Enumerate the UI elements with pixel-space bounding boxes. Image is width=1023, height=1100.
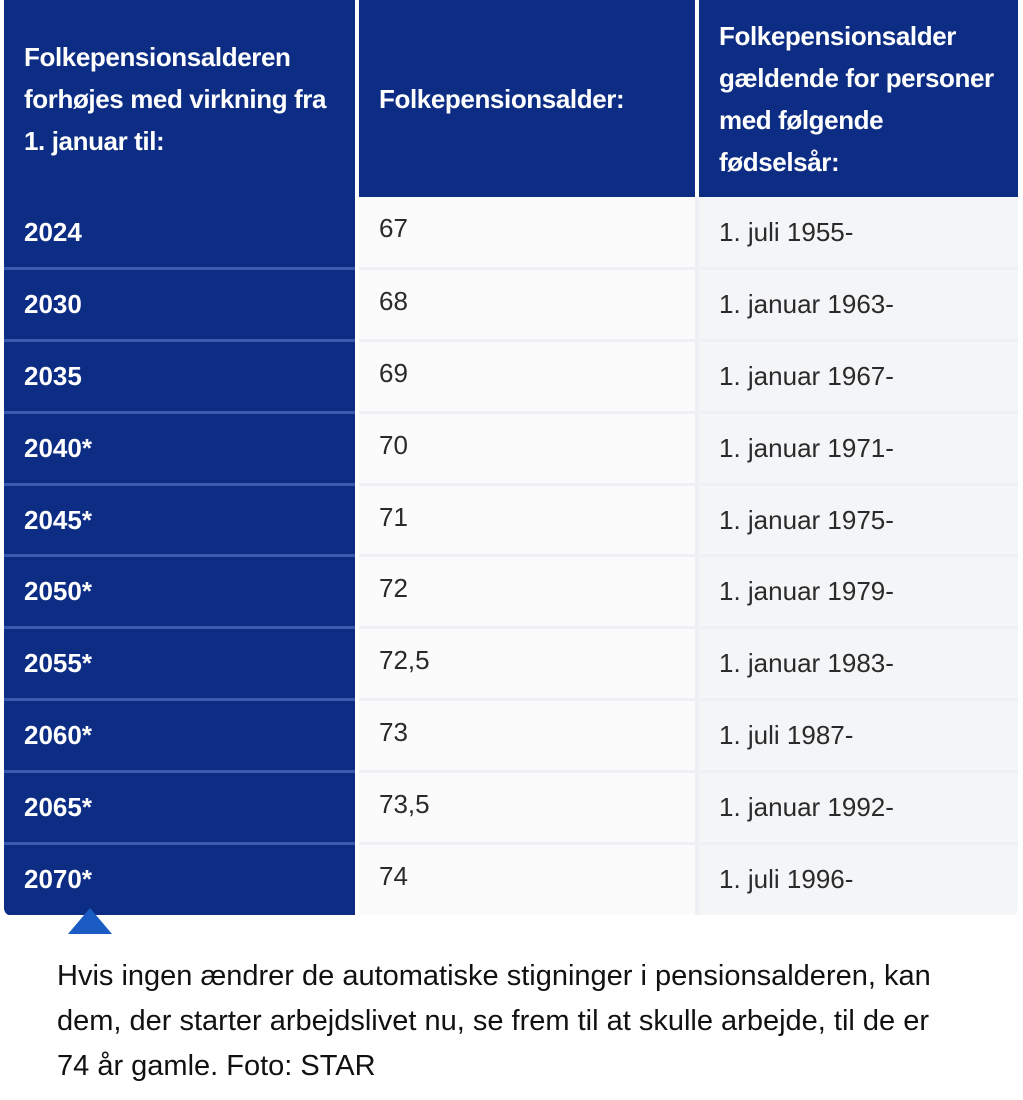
table-row: 2030 68 1. januar 1963- — [4, 267, 1018, 341]
table-row: 2024 67 1. juli 1955- — [4, 197, 1018, 269]
birth-cell: 1. juli 1987- — [697, 698, 1018, 772]
age-cell: 68 — [357, 267, 699, 341]
year-cell: 2035 — [4, 339, 359, 413]
table-row: 2040* 70 1. januar 1971- — [4, 410, 1018, 485]
caret-up-icon — [68, 908, 112, 934]
year-cell: 2040* — [4, 410, 359, 485]
birth-cell: 1. januar 1975- — [697, 482, 1018, 556]
table-row: 2050* 72 1. januar 1979- — [4, 554, 1018, 628]
table-row: 2035 69 1. januar 1967- — [4, 339, 1018, 413]
birth-cell: 1. juli 1996- — [697, 841, 1018, 915]
birth-cell: 1. januar 1992- — [697, 769, 1018, 844]
table-row: 2070* 74 1. juli 1996- — [4, 841, 1018, 915]
birth-cell: 1. januar 1983- — [697, 626, 1018, 700]
header-effective-year: Folkepensionsalderen forhøjes med virkni… — [4, 0, 359, 197]
table-row: 2060* 73 1. juli 1987- — [4, 698, 1018, 772]
year-cell: 2055* — [4, 626, 359, 700]
birth-cell: 1. januar 1967- — [697, 339, 1018, 413]
table-row: 2065* 73,5 1. januar 1992- — [4, 769, 1018, 844]
header-pension-age: Folkepensionsalder: — [357, 0, 699, 197]
table-header-row: Folkepensionsalderen forhøjes med virkni… — [4, 0, 1018, 197]
year-cell: 2070* — [4, 841, 359, 915]
year-cell: 2060* — [4, 698, 359, 772]
pension-age-table: Folkepensionsalderen forhøjes med virkni… — [4, 0, 1018, 915]
birth-cell: 1. juli 1955- — [697, 197, 1018, 269]
year-cell: 2045* — [4, 482, 359, 556]
table-row: 2045* 71 1. januar 1975- — [4, 482, 1018, 556]
age-cell: 74 — [357, 841, 699, 915]
header-birth-year: Folkepensionsalder gældende for personer… — [697, 0, 1018, 197]
age-cell: 72 — [357, 554, 699, 628]
age-cell: 69 — [357, 339, 699, 413]
age-cell: 73,5 — [357, 769, 699, 844]
age-cell: 70 — [357, 410, 699, 485]
age-cell: 72,5 — [357, 626, 699, 700]
birth-cell: 1. januar 1979- — [697, 554, 1018, 628]
age-cell: 71 — [357, 482, 699, 556]
year-cell: 2065* — [4, 769, 359, 844]
age-cell: 67 — [357, 197, 699, 269]
pension-age-table-image[interactable]: Folkepensionsalderen forhøjes med virkni… — [4, 0, 1018, 916]
age-cell: 73 — [357, 698, 699, 772]
birth-cell: 1. januar 1963- — [697, 267, 1018, 341]
image-caption: Hvis ingen ændrer de automatiske stignin… — [57, 960, 931, 1082]
year-cell: 2050* — [4, 554, 359, 628]
year-cell: 2024 — [4, 197, 359, 269]
table-row: 2055* 72,5 1. januar 1983- — [4, 626, 1018, 700]
year-cell: 2030 — [4, 267, 359, 341]
birth-cell: 1. januar 1971- — [697, 410, 1018, 485]
